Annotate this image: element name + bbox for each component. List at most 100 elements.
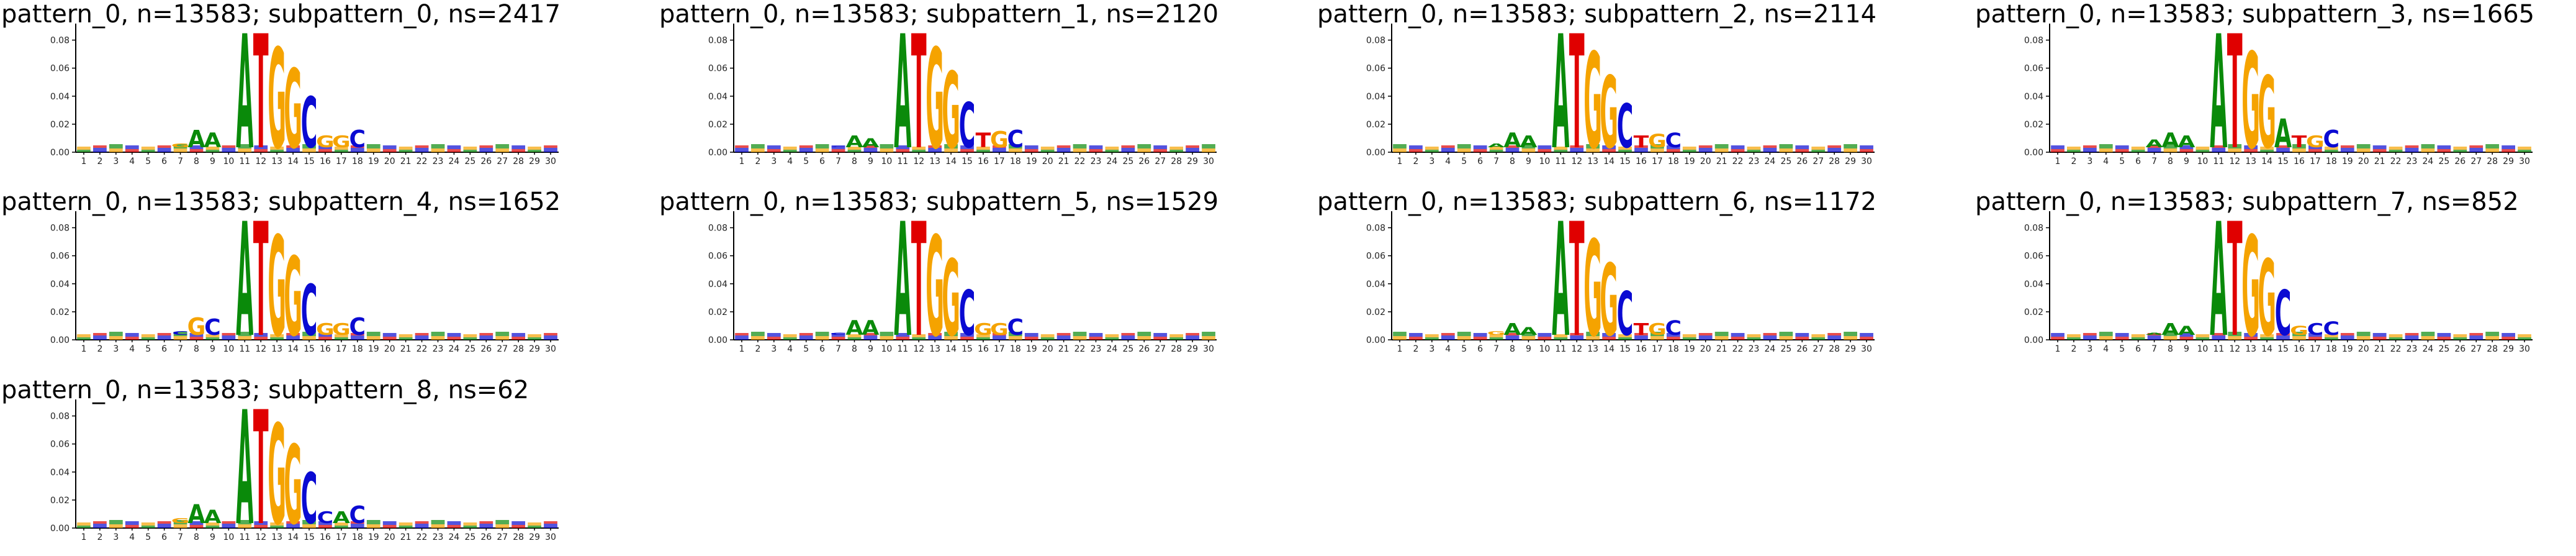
background-glyph: [1538, 149, 1552, 152]
background-glyph: [205, 337, 220, 340]
background-glyph: [302, 520, 316, 524]
y-tick-label: 0.04: [50, 468, 70, 478]
background-glyph: [1666, 149, 1680, 152]
y-tick-label: 0.08: [50, 224, 70, 234]
x-tick-label: 12: [2229, 157, 2240, 166]
x-tick-label: 24: [449, 157, 460, 166]
x-tick-label: 22: [1732, 157, 1744, 166]
background-glyph: [1731, 149, 1745, 152]
background-glyph: [173, 144, 187, 148]
background-glyph: [896, 337, 910, 340]
background-glyph: [847, 150, 862, 152]
x-tick-label: 24: [1107, 344, 1118, 354]
x-tick-label: 17: [1652, 157, 1663, 166]
background-glyph: [286, 333, 300, 335]
background-glyph: [1779, 144, 1793, 148]
background-glyph: [2067, 147, 2081, 150]
x-tick-label: 23: [433, 344, 444, 354]
background-glyph: [335, 147, 348, 150]
background-glyph: [109, 520, 123, 524]
background-glyph: [1844, 144, 1857, 148]
background-glyph: [350, 521, 364, 524]
background-glyph: [976, 147, 990, 150]
background-glyph: [205, 526, 220, 528]
background-glyph: [286, 335, 300, 340]
background-glyph: [254, 145, 268, 149]
background-glyph: [2276, 333, 2290, 335]
background-glyph: [735, 333, 749, 335]
x-tick-label: 3: [113, 157, 119, 166]
background-glyph: [2389, 337, 2403, 340]
background-glyph: [2083, 333, 2097, 335]
background-glyph: [2244, 149, 2258, 152]
logo-letter: T: [1569, 3, 1585, 185]
background-glyph: [1409, 333, 1423, 337]
y-tick-label: 0.04: [2024, 92, 2043, 102]
background-glyph: [205, 147, 220, 150]
x-tick-label: 24: [2423, 157, 2434, 166]
background-glyph: [960, 149, 974, 152]
background-glyph: [2308, 145, 2322, 149]
logo-letter: C: [1617, 92, 1634, 162]
background-glyph: [1441, 148, 1455, 152]
background-glyph: [2212, 333, 2226, 335]
background-glyph: [1121, 148, 1135, 152]
background-glyph: [544, 148, 557, 152]
y-tick-label: 0.04: [708, 92, 727, 102]
logo-letter: G: [2258, 57, 2276, 171]
logo-letter: A: [1520, 133, 1538, 152]
background-glyph: [831, 149, 845, 152]
background-glyph: [1586, 144, 1600, 148]
x-tick-label: 7: [1493, 344, 1499, 354]
x-tick-label: 7: [1493, 157, 1499, 166]
background-glyph: [2421, 332, 2435, 336]
x-tick-label: 5: [2119, 157, 2125, 166]
x-tick-label: 22: [2390, 344, 2402, 354]
logo-letter: G: [942, 238, 960, 360]
logo-letter: G: [268, 21, 286, 180]
logo-letter: A: [894, 3, 911, 185]
x-tick-label: 25: [1780, 344, 1791, 354]
background-glyph: [880, 336, 894, 340]
background-glyph: [399, 526, 413, 528]
x-tick-label: 6: [2135, 344, 2141, 354]
background-glyph: [431, 336, 445, 340]
background-glyph: [2115, 149, 2129, 152]
x-tick-label: 11: [239, 344, 250, 354]
background-glyph: [1008, 144, 1022, 148]
x-tick-label: 30: [1203, 344, 1214, 354]
background-glyph: [1779, 332, 1793, 336]
background-glyph: [2453, 337, 2467, 340]
x-tick-label: 26: [480, 344, 492, 354]
background-glyph: [928, 333, 942, 335]
x-tick-label: 28: [1829, 157, 1840, 166]
x-tick-label: 27: [2470, 344, 2482, 354]
logo-letter: A: [236, 3, 253, 185]
background-glyph: [495, 520, 510, 524]
background-glyph: [302, 524, 316, 528]
background-glyph: [270, 334, 284, 337]
background-glyph: [141, 526, 155, 528]
background-glyph: [141, 337, 155, 340]
background-glyph: [125, 525, 139, 528]
x-tick-label: 25: [1122, 157, 1133, 166]
background-glyph: [1457, 332, 1471, 336]
x-tick-label: 28: [1171, 157, 1182, 166]
logo-letter: G: [925, 208, 944, 368]
background-glyph: [270, 147, 284, 150]
background-glyph: [2083, 145, 2097, 148]
background-glyph: [944, 336, 958, 340]
background-glyph: [77, 337, 91, 340]
background-glyph: [2308, 333, 2322, 337]
x-tick-label: 5: [145, 532, 151, 542]
background-glyph: [2228, 148, 2242, 152]
background-glyph: [2147, 333, 2161, 335]
background-glyph: [189, 145, 204, 149]
x-tick-label: 9: [2184, 344, 2189, 354]
x-tick-label: 14: [287, 532, 299, 542]
background-glyph: [928, 335, 942, 340]
x-tick-label: 10: [223, 157, 234, 166]
background-glyph: [1137, 144, 1151, 148]
background-glyph: [544, 335, 557, 340]
x-tick-label: 17: [336, 344, 347, 354]
